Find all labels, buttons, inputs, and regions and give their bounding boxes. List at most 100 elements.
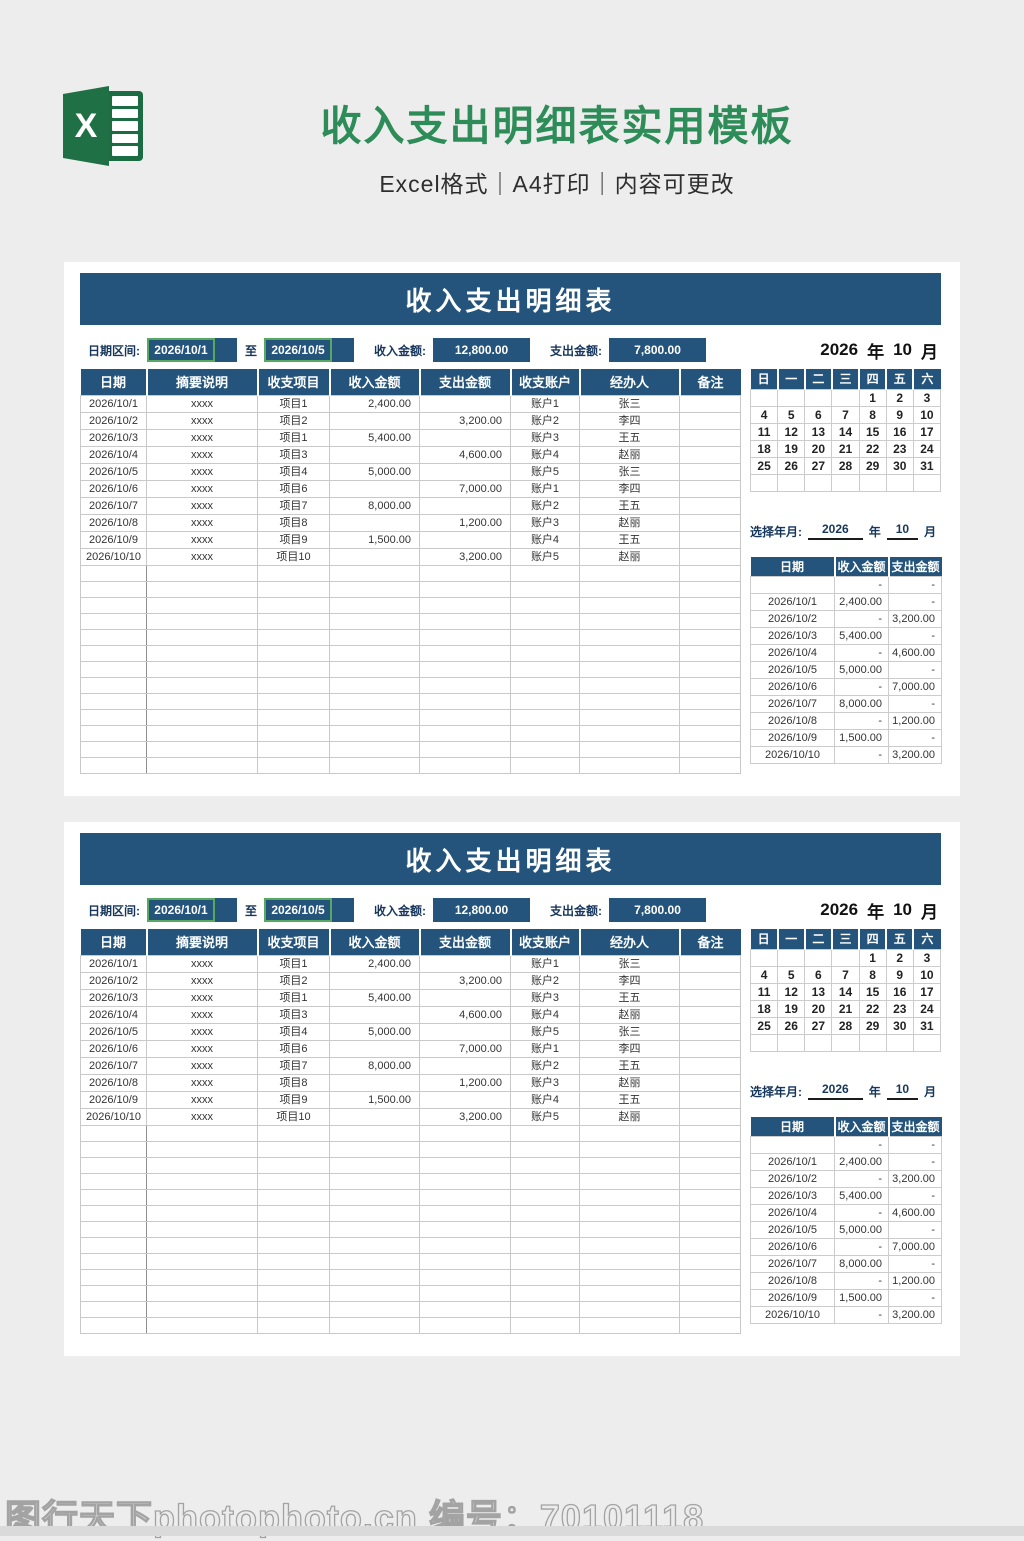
cell[interactable]: -	[888, 627, 942, 645]
cell[interactable]: 21	[831, 999, 860, 1018]
cell[interactable]: 账户4	[510, 1005, 580, 1024]
empty-cell[interactable]	[579, 692, 680, 710]
cell[interactable]: 12	[777, 982, 806, 1001]
cell[interactable]: xxxx	[146, 1039, 258, 1058]
cell[interactable]: 1,500.00	[329, 530, 420, 549]
cell[interactable]: 27	[804, 1016, 833, 1035]
date-to-dropdown[interactable]: 2026/10/5	[264, 338, 355, 362]
empty-cell[interactable]	[80, 1140, 147, 1158]
cell[interactable]: 项目7	[257, 496, 330, 515]
cell[interactable]: 2026/10/8	[750, 1272, 835, 1290]
empty-cell[interactable]	[329, 756, 420, 774]
cell[interactable]: 7,000.00	[419, 1039, 511, 1058]
empty-cell[interactable]	[679, 1188, 741, 1206]
cell[interactable]: 1,200.00	[888, 1272, 942, 1290]
empty-cell[interactable]	[257, 644, 330, 662]
empty-cell[interactable]	[510, 564, 580, 582]
empty-cell[interactable]	[80, 756, 147, 774]
cell[interactable]	[831, 948, 860, 967]
cell[interactable]: 项目2	[257, 971, 330, 990]
cell[interactable]: 2026/10/5	[750, 1221, 835, 1239]
cell[interactable]: 项目9	[257, 1090, 330, 1109]
cell[interactable]: 1,200.00	[888, 712, 942, 730]
date-to-dropdown[interactable]: 2026/10/5	[264, 898, 355, 922]
empty-cell[interactable]	[80, 1124, 147, 1142]
empty-cell[interactable]	[146, 692, 258, 710]
cell[interactable]: 14	[831, 422, 860, 441]
empty-cell[interactable]	[579, 756, 680, 774]
cell[interactable]	[679, 1056, 741, 1075]
cell[interactable]	[885, 1033, 914, 1052]
cell[interactable]	[858, 473, 887, 492]
cell[interactable]	[749, 473, 779, 492]
empty-cell[interactable]	[419, 1204, 511, 1222]
cell[interactable]: 2026/10/1	[750, 593, 835, 611]
cell[interactable]: 赵丽	[579, 547, 680, 566]
empty-cell[interactable]	[579, 1236, 680, 1254]
cell[interactable]: 19	[777, 439, 806, 458]
cell[interactable]	[749, 1033, 779, 1052]
cell[interactable]: 2026/10/9	[80, 1090, 147, 1109]
cell[interactable]: 王五	[579, 428, 680, 447]
cell[interactable]: 1	[858, 948, 887, 967]
cell[interactable]: 2026/10/7	[80, 496, 147, 515]
cell[interactable]	[777, 473, 806, 492]
empty-cell[interactable]	[329, 1156, 420, 1174]
empty-cell[interactable]	[510, 740, 580, 758]
cell[interactable]: 3,200.00	[419, 971, 511, 990]
cell[interactable]: 2026/10/4	[750, 1204, 835, 1222]
empty-cell[interactable]	[80, 1204, 147, 1222]
empty-cell[interactable]	[579, 596, 680, 614]
empty-cell[interactable]	[146, 724, 258, 742]
cell[interactable]: 项目6	[257, 1039, 330, 1058]
cell[interactable]: -	[834, 1306, 889, 1324]
cell[interactable]	[912, 1033, 942, 1052]
empty-cell[interactable]	[679, 740, 741, 758]
empty-cell[interactable]	[80, 1252, 147, 1270]
cell[interactable]: 3,200.00	[419, 411, 511, 430]
cell[interactable]: 1,500.00	[329, 1090, 420, 1109]
cell[interactable]: -	[834, 746, 889, 764]
cell[interactable]: 账户5	[510, 547, 580, 566]
date-from-dropdown[interactable]: 2026/10/1	[147, 338, 237, 362]
cell[interactable]	[777, 948, 806, 967]
empty-cell[interactable]	[419, 756, 511, 774]
cell[interactable]: 2026/10/10	[750, 1306, 835, 1324]
cell[interactable]: 2026/10/10	[750, 746, 835, 764]
cell[interactable]: 1	[858, 388, 887, 407]
cell[interactable]	[749, 948, 779, 967]
empty-cell[interactable]	[329, 660, 420, 678]
date-from-dropdown-button[interactable]	[215, 898, 237, 922]
cell[interactable]: xxxx	[146, 513, 258, 532]
empty-cell[interactable]	[257, 708, 330, 726]
empty-cell[interactable]	[419, 1220, 511, 1238]
empty-cell[interactable]	[80, 1156, 147, 1174]
cell[interactable]	[329, 971, 420, 990]
cell[interactable]: 25	[749, 1016, 779, 1035]
cell[interactable]: 2026/10/5	[80, 462, 147, 481]
cell[interactable]: -	[888, 576, 942, 594]
empty-cell[interactable]	[80, 596, 147, 614]
cell[interactable]: 2026/10/6	[80, 479, 147, 498]
cell[interactable]	[679, 496, 741, 515]
cell[interactable]	[419, 1022, 511, 1041]
cell[interactable]	[419, 954, 511, 973]
cell[interactable]: 6	[804, 965, 833, 984]
cell[interactable]: 2026/10/4	[80, 445, 147, 464]
cell[interactable]: 账户4	[510, 445, 580, 464]
cell[interactable]: 李四	[579, 479, 680, 498]
empty-cell[interactable]	[329, 1268, 420, 1286]
cell[interactable]: 8,000.00	[834, 1255, 889, 1273]
empty-cell[interactable]	[146, 1252, 258, 1270]
cell[interactable]: 3,200.00	[419, 547, 511, 566]
empty-cell[interactable]	[510, 660, 580, 678]
empty-cell[interactable]	[679, 1220, 741, 1238]
empty-cell[interactable]	[679, 628, 741, 646]
cell[interactable]: 2026/10/2	[750, 610, 835, 628]
empty-cell[interactable]	[80, 676, 147, 694]
cell[interactable]: -	[834, 644, 889, 662]
cell[interactable]: 9	[885, 965, 914, 984]
empty-cell[interactable]	[510, 596, 580, 614]
cell[interactable]: xxxx	[146, 1090, 258, 1109]
cell[interactable]: 2026/10/1	[750, 1153, 835, 1171]
